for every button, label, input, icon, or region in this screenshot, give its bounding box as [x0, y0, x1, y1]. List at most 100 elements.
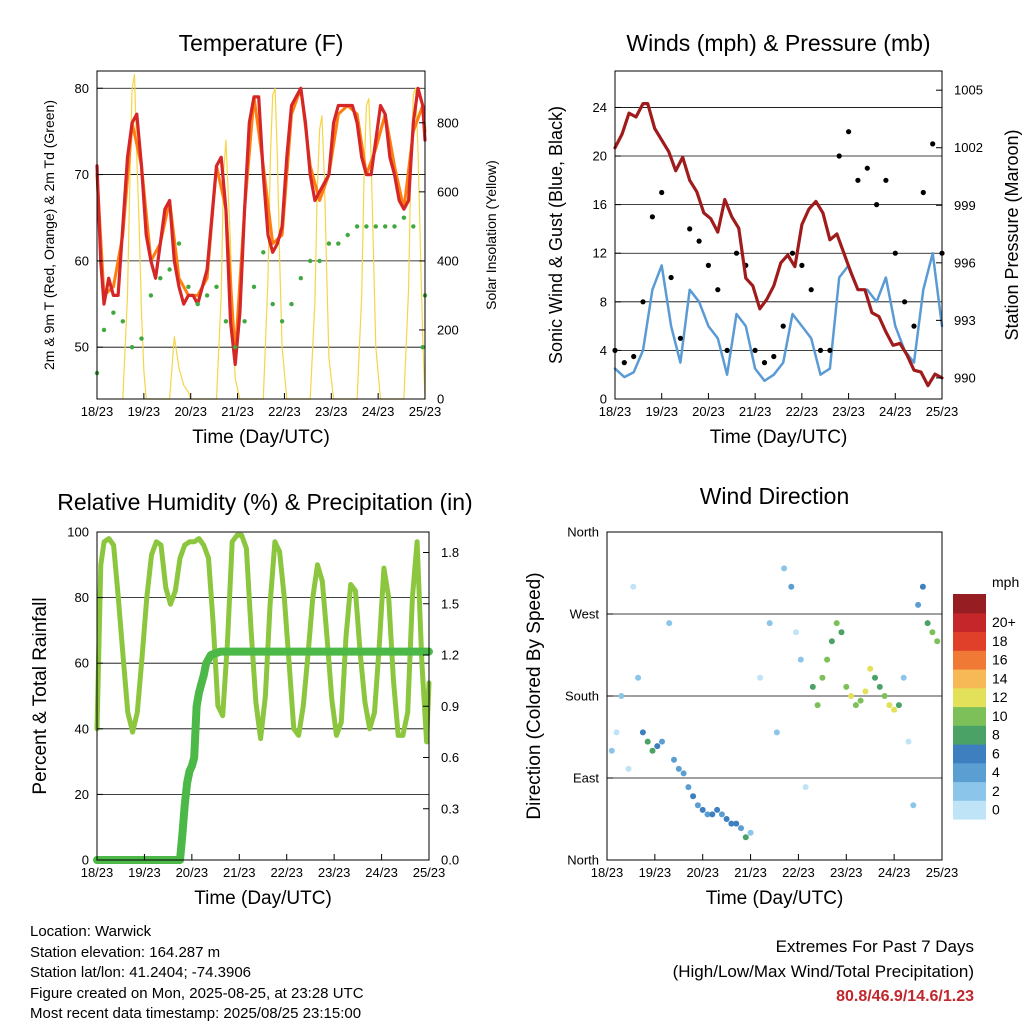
humidity-xtick-label: 24/23	[365, 865, 398, 880]
gust-point	[799, 262, 805, 268]
relative-humidity-line	[94, 532, 432, 745]
temperature-xtick-label: 25/23	[409, 404, 442, 419]
winds-xtick-label: 23/23	[832, 404, 865, 419]
dewpoint-point	[373, 224, 378, 229]
direction-point	[895, 702, 902, 709]
temperature-ytick-label: 70	[75, 167, 89, 182]
direction-point	[714, 806, 721, 813]
dewpoint-point	[158, 276, 163, 281]
direction-point	[723, 816, 730, 822]
colorbar-swatch	[953, 800, 986, 820]
colorbar-label: 6	[992, 745, 1000, 761]
gust-point	[864, 165, 870, 171]
dewpoint-point	[336, 241, 341, 246]
temperature-xtick-label: 24/23	[362, 404, 395, 419]
gust-point	[631, 353, 637, 360]
direction-xtick-label: 24/23	[878, 865, 911, 880]
direction-point	[728, 820, 735, 827]
winds-y2tick-label: 999	[954, 198, 976, 213]
humidity-title: Relative Humidity (%) & Precipitation (i…	[57, 489, 472, 515]
colorbar-label: 12	[992, 689, 1008, 705]
colorbar-swatch	[953, 762, 986, 783]
direction-point	[738, 825, 744, 832]
winds-plot-area	[615, 71, 942, 399]
colorbar-swatch	[953, 687, 986, 708]
direction-ytick-label: East	[573, 771, 599, 786]
dewpoint-point	[148, 293, 154, 298]
gust-point	[789, 250, 796, 256]
direction-point	[929, 629, 936, 636]
colorbar-label: 10	[992, 708, 1008, 724]
direction-point	[742, 834, 749, 841]
gust-point	[883, 177, 889, 183]
direction-ytick-label: West	[570, 607, 600, 622]
dewpoint-point	[289, 301, 294, 307]
direction-title: Wind Direction	[700, 483, 850, 509]
temperature-ylabel: 2m & 9m T (Red, Orange) & 2m Td (Green)	[41, 100, 57, 370]
direction-point	[690, 793, 697, 800]
winds-ylabel: Sonic Wind & Gust (Blue, Black)	[546, 106, 566, 364]
direction-point	[613, 729, 620, 736]
temperature-y2tick-label: 600	[437, 184, 459, 199]
winds-xtick-label: 19/23	[645, 404, 678, 419]
direction-point	[781, 565, 788, 572]
direction-xlabel: Time (Day/UTC)	[706, 888, 844, 909]
direction-xtick-label: 23/23	[830, 865, 863, 880]
humidity-y2tick-label: 1.2	[441, 648, 459, 663]
direction-point	[704, 811, 711, 818]
direction-point	[694, 802, 701, 809]
temperature-xtick-label: 18/23	[81, 404, 114, 419]
direction-point	[675, 765, 682, 772]
direction-xtick-label: 20/23	[686, 865, 719, 880]
gust-point	[780, 323, 786, 329]
winds-xtick-label: 22/23	[786, 404, 819, 419]
winds-title: Winds (mph) & Pressure (mb)	[626, 30, 930, 56]
gust-point	[874, 202, 880, 208]
extremes-values: 80.8/46.9/14.6/1.23	[836, 988, 974, 1005]
winds-xtick-label: 20/23	[692, 404, 725, 419]
humidity-ytick-label: 60	[75, 656, 89, 671]
humidity-xtick-label: 22/23	[270, 865, 303, 880]
direction-point	[857, 697, 864, 704]
direction-point	[654, 743, 661, 750]
direction-point	[809, 683, 816, 690]
dewpoint-point	[101, 327, 107, 333]
gust-point	[715, 287, 721, 293]
temperature-xtick-label: 22/23	[268, 404, 301, 419]
winds-xtick-label: 25/23	[926, 404, 959, 419]
direction-point	[618, 693, 625, 699]
dewpoint-point	[261, 250, 266, 255]
direction-xtick-label: 25/23	[926, 865, 959, 880]
humidity-y2tick-label: 1.8	[441, 545, 459, 560]
dewpoint-point	[204, 293, 210, 298]
direction-ylabel: Direction (Colored By Speed)	[524, 572, 545, 819]
gust-point	[668, 274, 674, 281]
direction-ytick-label: North	[567, 853, 599, 868]
direction-point	[838, 629, 845, 636]
colorbar-label: 2	[992, 783, 1000, 799]
humidity-xtick-label: 21/23	[223, 865, 256, 880]
humidity-plot-frame	[96, 531, 430, 861]
temperature-2m-line	[95, 86, 427, 367]
direction-point	[639, 729, 646, 736]
direction-point	[709, 811, 716, 818]
humidity-xtick-label: 23/23	[318, 865, 351, 880]
winds-ytick-label: 16	[593, 197, 607, 212]
gust-point	[855, 177, 861, 183]
dewpoint-point	[242, 319, 247, 324]
dewpoint-point	[420, 345, 425, 350]
dewpoint-point	[233, 345, 238, 350]
temperature-ytick-label: 60	[75, 253, 89, 268]
humidity-xtick-label: 18/23	[81, 865, 114, 880]
humidity-ylabel: Percent & Total Rainfall	[30, 597, 51, 794]
gust-point	[920, 189, 926, 196]
gust-point	[930, 141, 936, 147]
gust-point	[892, 250, 898, 256]
station-location: Location: Warwick	[30, 923, 152, 940]
direction-point	[649, 747, 656, 754]
gust-point	[687, 226, 693, 232]
humidity-ytick-label: 20	[75, 787, 89, 802]
direction-point	[718, 811, 725, 818]
winds-y2tick-label: 990	[954, 370, 976, 385]
